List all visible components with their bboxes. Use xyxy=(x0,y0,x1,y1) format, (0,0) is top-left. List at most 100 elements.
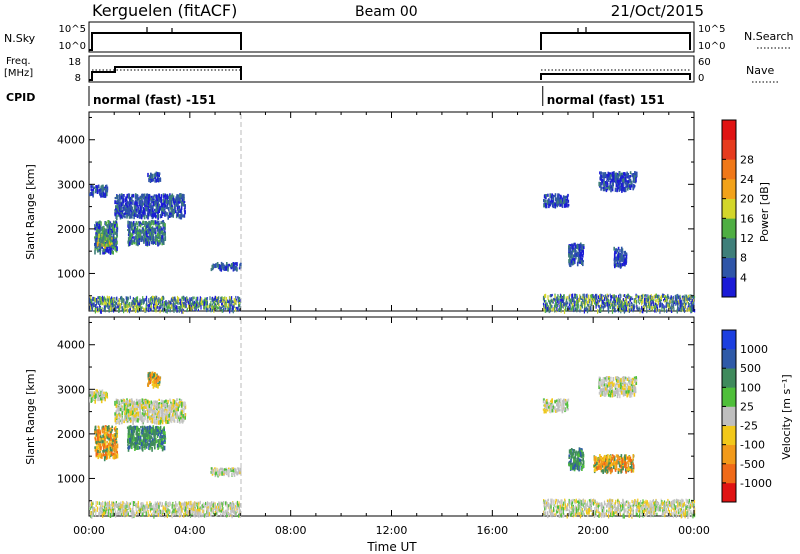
heatmap-cell xyxy=(115,445,118,448)
heatmap-cell xyxy=(660,295,662,300)
heatmap-cell xyxy=(569,299,571,304)
heatmap-cell xyxy=(138,412,141,417)
heatmap-cell xyxy=(102,184,104,188)
heatmap-cell xyxy=(110,222,112,228)
heatmap-cell xyxy=(95,221,97,224)
heatmap-cell xyxy=(679,294,681,299)
heatmap-cell xyxy=(103,449,105,453)
heatmap-cell xyxy=(560,203,562,207)
heatmap-cell xyxy=(177,416,180,419)
heatmap-cell xyxy=(158,208,160,213)
heatmap-cell xyxy=(548,299,550,303)
heatmap-cell xyxy=(570,252,572,255)
heatmap-cell xyxy=(623,307,625,311)
heatmap-cell xyxy=(138,303,140,306)
heatmap-cell xyxy=(565,304,567,307)
heatmap-cell xyxy=(634,175,636,179)
heatmap-cell xyxy=(631,302,633,307)
heatmap-cell xyxy=(641,301,643,306)
heatmap-cell xyxy=(181,308,183,314)
heatmap-cell xyxy=(140,401,143,406)
heatmap-cell xyxy=(668,295,670,300)
heatmap-cell xyxy=(157,220,160,224)
heatmap-cell xyxy=(188,304,190,309)
heatmap-cell xyxy=(123,205,126,209)
heatmap-cell xyxy=(157,178,159,183)
heatmap-cell xyxy=(89,191,92,196)
heatmap-cell xyxy=(98,226,101,230)
heatmap-cell xyxy=(599,171,601,175)
heatmap-cell xyxy=(116,226,118,230)
heatmap-cell xyxy=(129,196,131,202)
heatmap-cell xyxy=(101,184,103,189)
heatmap-cell xyxy=(101,429,103,432)
heatmap-cell xyxy=(623,186,625,192)
heatmap-cell xyxy=(136,299,139,304)
heatmap-cell xyxy=(128,213,130,217)
heatmap-cell xyxy=(130,240,133,245)
heatmap-cell xyxy=(180,215,182,220)
heatmap-cell xyxy=(181,301,183,304)
heatmap-cell xyxy=(111,308,113,313)
heatmap-cell xyxy=(177,306,179,310)
heatmap-cell xyxy=(572,244,574,250)
heatmap-cell xyxy=(198,301,200,305)
heatmap-cell xyxy=(125,304,127,308)
heatmap-cell xyxy=(154,400,157,404)
heatmap-cell xyxy=(112,225,114,231)
heatmap-cell xyxy=(89,193,91,197)
heatmap-cell xyxy=(154,404,156,407)
heatmap-cell xyxy=(176,213,179,217)
heatmap-cell xyxy=(159,300,161,304)
heatmap-cell xyxy=(180,408,182,412)
heatmap-cell xyxy=(180,200,182,203)
heatmap-cell xyxy=(685,297,687,302)
heatmap-cell xyxy=(100,297,102,301)
heatmap-cell xyxy=(628,303,630,306)
heatmap-cell xyxy=(126,308,129,313)
heatmap-cell xyxy=(571,260,574,264)
heatmap-cell xyxy=(626,303,628,307)
heatmap-cell xyxy=(238,267,241,270)
heatmap-cell xyxy=(577,307,579,311)
heatmap-cell xyxy=(89,397,91,401)
heatmap-cell xyxy=(210,268,213,272)
heatmap-cell xyxy=(107,225,109,231)
heatmap-cell xyxy=(579,294,581,298)
heatmap-cell xyxy=(139,205,142,208)
heatmap-cell xyxy=(99,302,101,305)
heatmap-cell xyxy=(557,298,559,303)
heatmap-cell xyxy=(184,305,187,309)
heatmap-cell xyxy=(193,304,195,307)
heatmap-cell xyxy=(594,295,596,300)
heatmap-cell xyxy=(179,307,181,311)
heatmap-cell xyxy=(152,409,154,414)
heatmap-cell xyxy=(102,302,104,306)
heatmap-cell xyxy=(211,298,213,301)
heatmap-cell xyxy=(570,253,572,258)
heatmap-cell xyxy=(169,212,171,215)
heatmap-cell xyxy=(94,236,96,239)
heatmap-cell xyxy=(172,403,175,409)
heatmap-cell xyxy=(104,437,106,441)
velocity-panel-frame xyxy=(88,316,695,517)
heatmap-cell xyxy=(94,237,97,242)
heatmap-cell xyxy=(146,212,149,216)
heatmap-cell xyxy=(172,214,174,218)
heatmap-cell xyxy=(602,186,605,190)
heatmap-cell xyxy=(581,257,584,262)
heatmap-cell xyxy=(97,395,100,399)
heatmap-cell xyxy=(207,305,209,309)
heatmap-cell xyxy=(142,296,144,300)
heatmap-cell xyxy=(675,298,677,301)
heatmap-cell xyxy=(169,416,171,421)
heatmap-cell xyxy=(577,303,579,309)
heatmap-cell xyxy=(574,252,576,257)
heatmap-cell xyxy=(579,297,581,303)
heatmap-cell xyxy=(99,220,101,223)
heatmap-cell xyxy=(107,304,109,309)
heatmap-cell xyxy=(111,429,113,432)
heatmap-cell xyxy=(115,398,118,402)
heatmap-cell xyxy=(144,416,146,421)
heatmap-cell xyxy=(599,294,601,297)
